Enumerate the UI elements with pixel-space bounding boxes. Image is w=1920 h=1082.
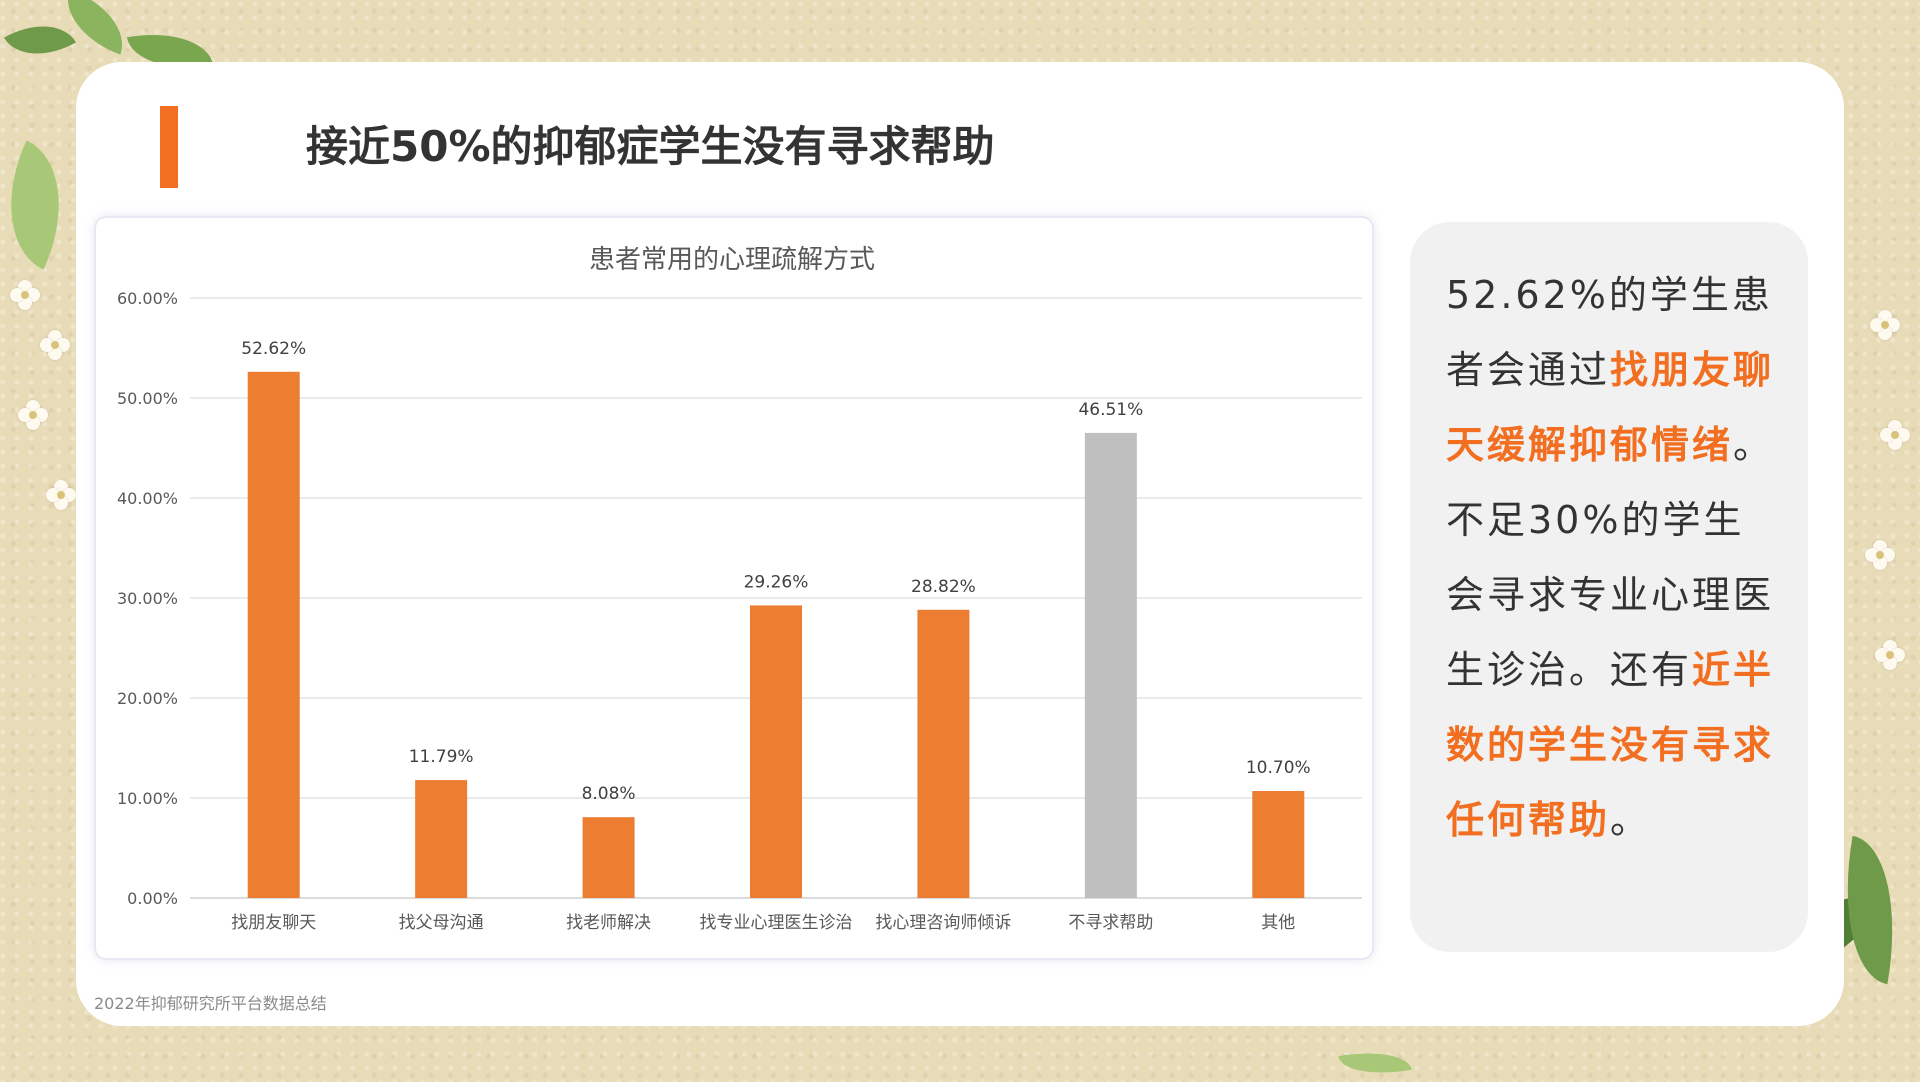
- x-tick-label: 找朋友聊天: [231, 913, 316, 933]
- source-note: 2022年抑郁研究所平台数据总结: [94, 994, 327, 1013]
- x-tick-label: 找专业心理医生诊治: [700, 913, 853, 933]
- summary-p2-c: 。: [1610, 798, 1652, 842]
- data-label: 11.79%: [409, 747, 474, 767]
- y-tick-label: 60.00%: [117, 289, 178, 308]
- leaf-decoration: [4, 7, 76, 73]
- flower-decoration: [46, 480, 76, 510]
- data-label: 46.51%: [1078, 400, 1143, 420]
- summary-p1-highlight: 找朋友聊天缓解抑郁情绪: [1446, 348, 1775, 467]
- title-accent-bar: [160, 106, 178, 188]
- bar: [247, 371, 300, 898]
- bar-chart: 患者常用的心理疏解方式 0.00% 10.00% 20.00% 30.00% 40.00%…: [117, 245, 1362, 933]
- x-tick-label: 找老师解决: [566, 913, 651, 933]
- flower-decoration: [40, 330, 70, 360]
- summary-text: 52.62%的学生患者会通过找朋友聊天缓解抑郁情绪。 不足30%的学生会寻求专业…: [1446, 258, 1776, 858]
- y-tick-label: 10.00%: [117, 789, 178, 808]
- y-tick-label: 0.00%: [127, 889, 178, 908]
- summary-p2-a: 不足30%的学生会寻求专业心理医生诊治。还有: [1446, 498, 1775, 692]
- data-label: 29.26%: [744, 572, 809, 592]
- leaf-decoration: [1338, 1044, 1412, 1082]
- chart-title: 患者常用的心理疏解方式: [589, 245, 875, 275]
- x-tick-label: 找父母沟通: [399, 913, 484, 933]
- summary-p2-highlight: 近半数的学生没有寻求任何帮助: [1446, 648, 1775, 842]
- flower-decoration: [18, 400, 48, 430]
- slide-title: 接近50%的抑郁症学生没有寻求帮助: [306, 122, 995, 171]
- y-tick-label: 40.00%: [117, 489, 178, 508]
- x-tick-label: 找心理咨询师倾诉: [875, 913, 1011, 933]
- summary-panel: [1410, 222, 1808, 952]
- flower-decoration: [1880, 420, 1910, 450]
- data-label: 8.08%: [582, 784, 636, 804]
- x-tick-label: 不寻求帮助: [1068, 913, 1153, 933]
- y-tick-label: 50.00%: [117, 389, 178, 408]
- flower-decoration: [1875, 640, 1905, 670]
- bar: [1252, 791, 1305, 898]
- data-label: 52.62%: [241, 339, 306, 359]
- x-tick-label: 其他: [1261, 913, 1295, 933]
- bar: [1084, 432, 1137, 898]
- chart-container: [94, 216, 1374, 960]
- bar: [415, 780, 468, 898]
- flower-decoration: [1865, 540, 1895, 570]
- y-tick-label: 20.00%: [117, 689, 178, 708]
- y-tick-label: 30.00%: [117, 589, 178, 608]
- summary-p1-c: 。: [1733, 423, 1775, 467]
- summary-p1-a: 52.62%的学生患者会通过: [1446, 273, 1773, 392]
- flower-decoration: [10, 280, 40, 310]
- data-label: 10.70%: [1246, 758, 1311, 778]
- bar: [582, 817, 635, 898]
- data-label: 28.82%: [911, 577, 976, 597]
- bar: [917, 609, 970, 898]
- bar: [750, 605, 802, 898]
- flower-decoration: [1870, 310, 1900, 340]
